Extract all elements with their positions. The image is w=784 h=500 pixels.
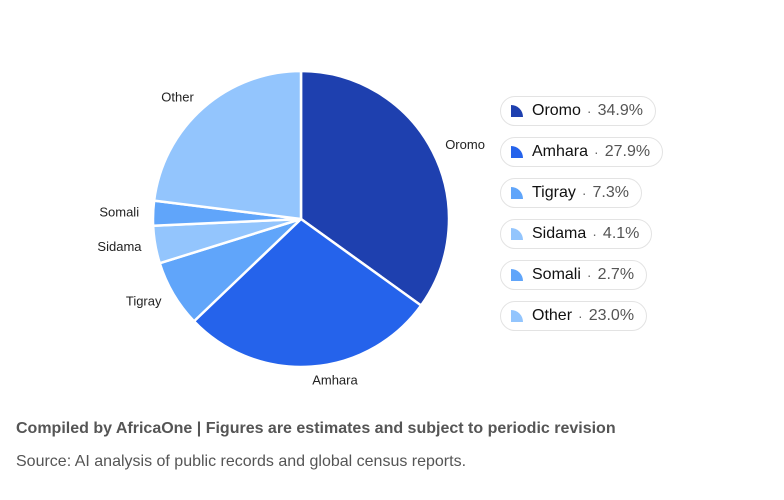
pie-slice-icon bbox=[511, 146, 523, 158]
legend-name: Tigray bbox=[532, 184, 576, 201]
legend-percent: 7.3% bbox=[592, 184, 629, 201]
legend-row: Oromo · 34.9% bbox=[500, 96, 700, 137]
pie-slice-icon bbox=[511, 310, 523, 322]
legend-row: Tigray · 7.3% bbox=[500, 178, 700, 219]
legend-separator: · bbox=[594, 144, 599, 160]
legend-row: Somali · 2.7% bbox=[500, 260, 700, 301]
legend-row: Amhara · 27.9% bbox=[500, 137, 700, 178]
legend-percent: 4.1% bbox=[602, 225, 640, 242]
legend-percent: 34.9% bbox=[597, 102, 643, 119]
pie-slice-icon bbox=[511, 105, 523, 117]
legend-separator: · bbox=[592, 226, 597, 242]
legend-item-amhara[interactable]: Amhara · 27.9% bbox=[500, 137, 664, 167]
pie-chart: Oromo Amhara Tigray Sidama Somali Other bbox=[97, 69, 485, 388]
legend-name: Sidama bbox=[532, 225, 587, 242]
legend-separator: · bbox=[586, 103, 592, 119]
legend-item-somali[interactable]: Somali · 2.7% bbox=[500, 260, 648, 290]
footer-source: Source: AI analysis of public records an… bbox=[16, 453, 467, 470]
legend-name: Other bbox=[532, 307, 573, 324]
footer-credit: Compiled by AfricaOne | Figures are esti… bbox=[16, 420, 616, 437]
pie-slice-amhara bbox=[192, 217, 423, 369]
slice-label-somali: Somali bbox=[99, 205, 139, 220]
slice-label-tigray: Tigray bbox=[126, 293, 162, 308]
legend-separator: · bbox=[578, 308, 583, 324]
legend-item-oromo[interactable]: Oromo · 34.9% bbox=[500, 96, 656, 126]
legend-name: Amhara bbox=[532, 143, 589, 160]
legend-item-other[interactable]: Other · 23.0% bbox=[500, 301, 648, 331]
pie-slice-icon bbox=[511, 228, 523, 240]
slice-label-other: Other bbox=[161, 90, 194, 105]
legend-percent: 27.9% bbox=[604, 143, 651, 160]
legend-separator: · bbox=[586, 267, 592, 283]
slice-label-oromo: Oromo bbox=[445, 137, 485, 152]
pie-slice-other bbox=[152, 69, 303, 221]
pie-slice-icon bbox=[511, 269, 523, 281]
legend-row: Other · 23.0% bbox=[500, 301, 700, 342]
legend: Oromo · 34.9% Amhara · 27.9% Tigray · 7.3% Sidama… bbox=[500, 96, 700, 342]
legend-row: Sidama · 4.1% bbox=[500, 219, 700, 260]
legend-percent: 2.7% bbox=[597, 266, 635, 283]
legend-item-sidama[interactable]: Sidama · 4.1% bbox=[500, 219, 653, 249]
slice-label-amhara: Amhara bbox=[312, 373, 358, 388]
legend-percent: 23.0% bbox=[588, 307, 635, 324]
pie-slice-oromo bbox=[299, 69, 451, 307]
legend-name: Oromo bbox=[532, 102, 581, 119]
legend-separator: · bbox=[581, 185, 587, 201]
slice-label-sidama: Sidama bbox=[97, 239, 142, 254]
pie-slice-icon bbox=[511, 187, 523, 199]
pie-chart-svg: Oromo Amhara Tigray Sidama Somali Other bbox=[97, 69, 485, 388]
legend-item-tigray[interactable]: Tigray · 7.3% bbox=[500, 178, 642, 208]
legend-name: Somali bbox=[532, 266, 581, 283]
